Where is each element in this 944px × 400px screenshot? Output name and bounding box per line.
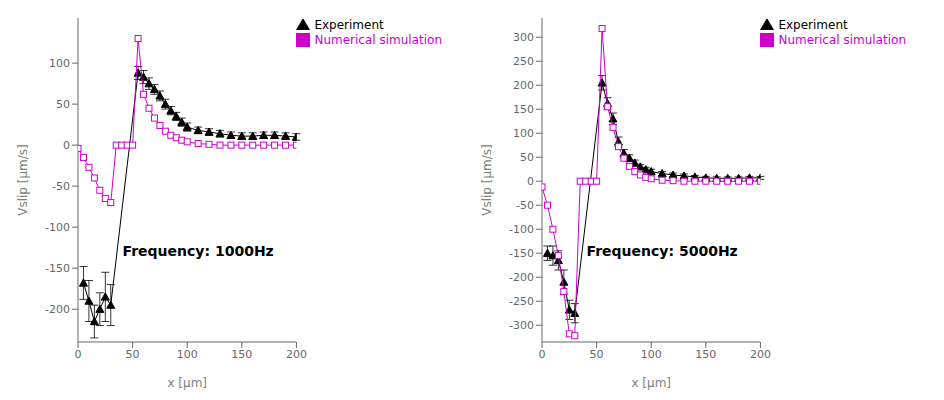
html-text:Experiment: Experiment [778, 18, 848, 32]
svg-text:-200: -200 [45, 303, 70, 316]
svg-text:50: 50 [126, 348, 140, 361]
svg-text:x [μm]: x [μm] [167, 376, 207, 390]
svg-text:100: 100 [49, 57, 70, 70]
svg-text:0: 0 [539, 348, 546, 361]
svg-text:300: 300 [513, 31, 534, 44]
svg-text:0: 0 [75, 348, 82, 361]
svg-text:200: 200 [750, 348, 771, 361]
svg-text:-150: -150 [509, 247, 534, 260]
svg-text:-50: -50 [52, 180, 70, 193]
svg-text:-150: -150 [45, 262, 70, 275]
html-text:Numerical simulation: Numerical simulation [778, 32, 906, 47]
svg-text:Vslip [μm/s]: Vslip [μm/s] [480, 144, 494, 216]
svg-text:150: 150 [513, 103, 534, 116]
svg-text:0: 0 [63, 139, 70, 152]
svg-text:150: 150 [231, 348, 252, 361]
svg-text:50: 50 [590, 348, 604, 361]
svg-text:Frequency: 1000Hz: Frequency: 1000Hz [123, 243, 274, 259]
svg-text:50: 50 [520, 151, 534, 164]
svg-text:50: 50 [56, 98, 70, 111]
svg-text:-250: -250 [509, 295, 534, 308]
svg-text:200: 200 [513, 79, 534, 92]
html-text:Experiment: Experiment [314, 18, 384, 32]
html-text:Numerical simulation: Numerical simulation [314, 32, 442, 47]
svg-text:100: 100 [177, 348, 198, 361]
svg-text:200: 200 [286, 348, 307, 361]
svg-text:250: 250 [513, 55, 534, 68]
svg-text:-100: -100 [509, 223, 534, 236]
svg-text:-200: -200 [509, 271, 534, 284]
svg-text:-50: -50 [516, 199, 534, 212]
svg-text:100: 100 [641, 348, 662, 361]
svg-text:0: 0 [527, 175, 534, 188]
svg-text:Vslip [μm/s]: Vslip [μm/s] [16, 144, 30, 216]
svg-text:150: 150 [695, 348, 716, 361]
svg-text:Frequency: 5000Hz: Frequency: 5000Hz [587, 243, 738, 259]
svg-text:x [μm]: x [μm] [631, 376, 671, 390]
svg-text:-300: -300 [509, 319, 534, 332]
svg-text:-100: -100 [45, 221, 70, 234]
svg-text:100: 100 [513, 127, 534, 140]
